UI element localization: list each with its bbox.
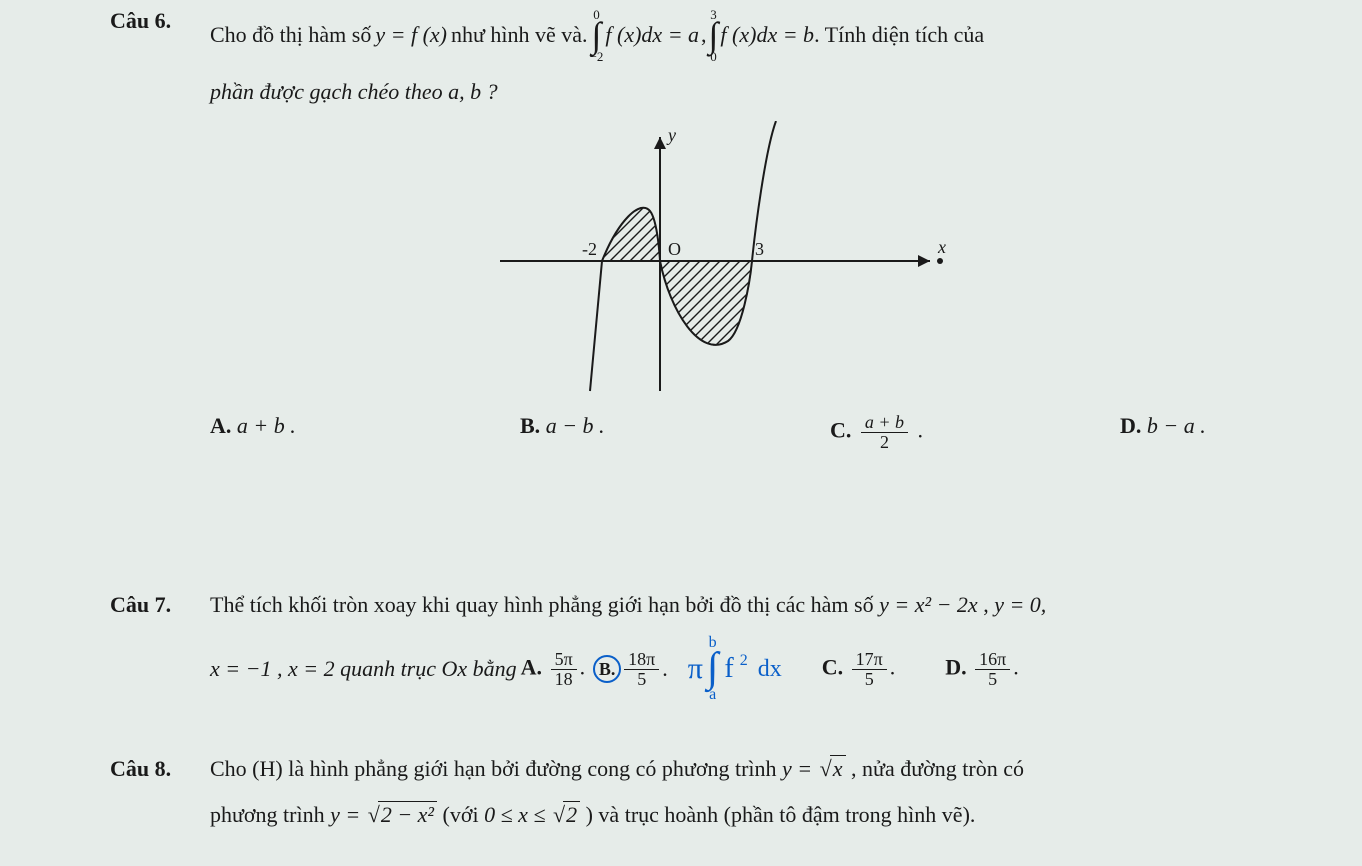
q6-choices: A. a + b . B. a − b . C. a + b 2 . D. b …: [210, 413, 1362, 452]
tick-left: -2: [582, 239, 597, 259]
q6-choice-d: D. b − a .: [1120, 413, 1206, 452]
question-7: Câu 7. Thể tích khối tròn xoay khi quay …: [110, 592, 1340, 703]
q7-choice-b: B. 18π 5 .: [593, 650, 668, 689]
cubic-graph-svg: x y -2 O 3: [490, 121, 950, 401]
question-8: Câu 8. Cho (H) là hình phẳng giới hạn bở…: [110, 756, 1340, 828]
q7-line2: x = −1 , x = 2 quanh trục Ox bằng: [210, 656, 517, 682]
question-6: Câu 6. Cho đồ thị hàm số y = f (x) như h…: [110, 8, 1340, 452]
axis-y-label: y: [666, 125, 676, 145]
q6-integral-2: 3 ∫ 0: [709, 8, 719, 63]
q6-label: Câu 6.: [110, 8, 210, 34]
handwritten-integral: π b ∫ a f 2 dx: [688, 636, 782, 703]
q6-line1: Cho đồ thị hàm số y = f (x) như hình vẽ …: [210, 8, 1340, 63]
q6-choice-b: B. a − b .: [520, 413, 830, 452]
exam-page: Câu 6. Cho đồ thị hàm số y = f (x) như h…: [0, 0, 1362, 866]
q6-integral-1: 0 ∫ −2: [590, 8, 604, 63]
q6-int2-body: f (x)dx = b: [720, 22, 814, 48]
q6-text-3: . Tính diện tích của: [814, 22, 984, 48]
q6-text-1: Cho đồ thị hàm số: [210, 22, 371, 48]
q7-label: Câu 7.: [110, 592, 210, 618]
q7-choice-d: D. 16π 5 .: [945, 650, 1018, 689]
q8-line1: Cho (H) là hình phẳng giới hạn bởi đường…: [210, 756, 1340, 782]
q6-choice-a: A. a + b .: [210, 413, 520, 452]
tick-right: 3: [755, 239, 764, 259]
q7-choice-c: C. 17π 5 .: [822, 650, 895, 689]
q7-line1: Thể tích khối tròn xoay khi quay hình ph…: [210, 592, 1340, 618]
axis-x-label: x: [937, 237, 946, 257]
q6-graph: x y -2 O 3: [490, 121, 1340, 401]
q6-text-2: như hình vẽ và.: [451, 22, 588, 48]
q6-line2: phần được gạch chéo theo a, b ?: [210, 79, 1340, 105]
q8-line2: phương trình y = √2 − x² (với 0 ≤ x ≤ √2…: [210, 802, 1340, 828]
circled-answer-mark: B.: [593, 655, 621, 683]
q6-int1-body: f (x)dx = a: [605, 22, 699, 48]
q8-label: Câu 8.: [110, 756, 210, 782]
tick-origin: O: [668, 239, 681, 259]
q6-choice-c: C. a + b 2 .: [830, 413, 1120, 452]
q7-choice-a: A. 5π 18 .: [521, 650, 585, 689]
q6-fn: y = f (x): [375, 22, 447, 48]
